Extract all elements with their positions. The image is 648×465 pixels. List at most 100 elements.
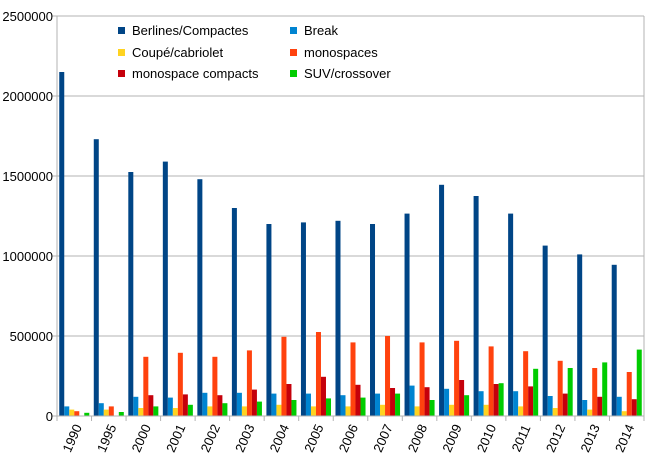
bar [182, 394, 188, 416]
legend-label: Berlines/Compactes [132, 23, 249, 38]
bar [345, 406, 351, 416]
bar [626, 372, 632, 416]
bar [404, 213, 410, 416]
bar [528, 386, 534, 416]
bar [409, 385, 415, 416]
bar [355, 384, 361, 416]
bar [419, 342, 425, 416]
bar [281, 336, 287, 416]
bar [508, 213, 514, 416]
bar [395, 393, 401, 416]
bar [241, 406, 247, 416]
bar [602, 362, 608, 416]
bar [414, 406, 420, 416]
bar [597, 396, 603, 416]
bar [153, 406, 159, 416]
y-tick-label: 0 [46, 409, 53, 424]
bar [84, 412, 90, 416]
legend: Berlines/Compactes Break Coupé/cabriolet mo… [118, 23, 391, 81]
bar [222, 403, 228, 416]
bar [325, 398, 331, 416]
bar [74, 411, 80, 416]
bar [246, 350, 252, 416]
bar [64, 406, 70, 416]
y-tick-label: 1000000 [2, 249, 53, 264]
bar [375, 393, 381, 416]
bar [162, 161, 168, 416]
bar [542, 245, 548, 416]
bar [350, 342, 356, 416]
bar [424, 387, 430, 416]
bar [439, 184, 445, 416]
bar [320, 376, 326, 416]
bar [385, 336, 391, 416]
legend-swatch [290, 49, 297, 56]
bar [557, 360, 563, 416]
bar [380, 404, 386, 416]
bar [459, 380, 465, 416]
bar [118, 412, 124, 416]
bar [390, 388, 396, 416]
bar [340, 395, 346, 416]
bar [631, 399, 637, 416]
legend-swatch [118, 70, 125, 77]
bar [271, 393, 277, 416]
bar [518, 406, 524, 416]
bar [251, 389, 257, 416]
y-tick-label: 2500000 [2, 9, 53, 24]
bar [488, 346, 494, 416]
axes [52, 15, 645, 421]
bar [454, 340, 460, 416]
bar [478, 391, 484, 416]
bar [360, 397, 366, 416]
legend-label: SUV/crossover [304, 66, 391, 81]
bar [212, 356, 218, 416]
bar [59, 72, 65, 416]
bar [138, 408, 144, 416]
bar [577, 254, 583, 416]
bar [370, 224, 376, 416]
bar [444, 388, 450, 416]
bar [547, 396, 553, 416]
bar [582, 400, 588, 416]
bar [305, 393, 311, 416]
legend-label: Coupé/cabriolet [132, 45, 223, 60]
bars [59, 72, 642, 416]
bar [562, 393, 568, 416]
bar [217, 395, 223, 416]
bar [202, 392, 208, 416]
bar [69, 409, 75, 416]
bar [148, 395, 154, 416]
bar [616, 396, 622, 416]
bar [552, 408, 558, 416]
legend-swatch [290, 70, 297, 77]
bar [533, 368, 539, 416]
bar [207, 406, 213, 416]
bar [291, 400, 297, 416]
bar [256, 401, 262, 416]
bar [300, 222, 306, 416]
bar [636, 349, 642, 416]
bar [335, 220, 341, 416]
legend-label: Break [304, 23, 338, 38]
legend-swatch [290, 27, 297, 34]
bar [592, 368, 598, 416]
bar [236, 392, 242, 416]
bar [498, 383, 504, 416]
bar [513, 391, 519, 416]
bar [310, 406, 316, 416]
bar [276, 404, 282, 416]
bar [93, 139, 99, 416]
bar [231, 208, 237, 416]
bar [621, 411, 627, 416]
bar [523, 351, 529, 416]
bar [133, 396, 139, 416]
bar [286, 384, 292, 416]
bar [464, 395, 470, 416]
bar [587, 409, 593, 416]
bar [167, 397, 173, 416]
bar [98, 403, 104, 416]
bar [197, 179, 203, 416]
bar [315, 332, 321, 416]
